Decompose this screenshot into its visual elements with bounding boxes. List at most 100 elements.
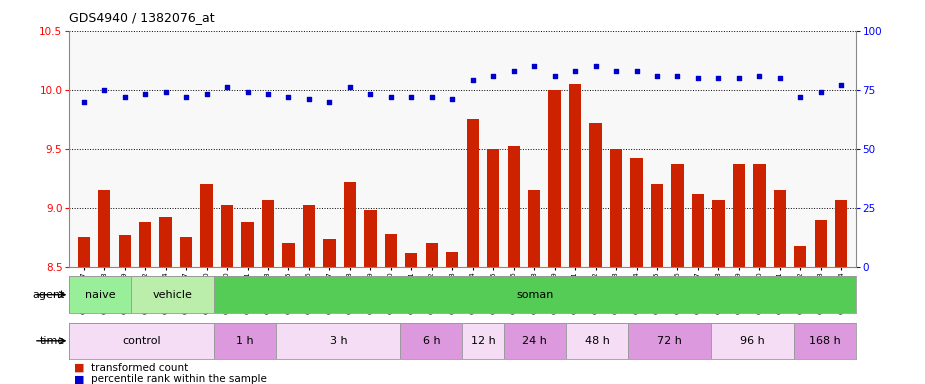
Bar <box>589 123 602 267</box>
Bar <box>241 222 253 267</box>
Point <box>588 63 603 69</box>
Bar <box>566 323 628 359</box>
Bar <box>385 234 397 267</box>
Point <box>506 68 521 74</box>
Bar <box>364 210 376 267</box>
Bar <box>446 252 459 267</box>
Point <box>302 96 316 102</box>
Bar <box>69 323 215 359</box>
Text: ■: ■ <box>74 363 84 373</box>
Bar <box>733 164 745 267</box>
Bar <box>795 246 807 267</box>
Bar <box>569 84 581 267</box>
Text: naive: naive <box>85 290 116 300</box>
Text: 24 h: 24 h <box>523 336 548 346</box>
Bar <box>672 164 684 267</box>
Bar <box>78 237 90 267</box>
Point <box>813 89 828 95</box>
Bar <box>631 158 643 267</box>
Point <box>158 89 173 95</box>
Text: time: time <box>40 336 65 346</box>
Bar <box>504 323 566 359</box>
Text: agent: agent <box>32 290 65 300</box>
Text: 1 h: 1 h <box>237 336 254 346</box>
Bar <box>221 205 233 267</box>
Bar <box>69 276 131 313</box>
Text: ■: ■ <box>74 374 84 384</box>
Point <box>465 77 480 83</box>
Bar <box>131 276 215 313</box>
Text: percentile rank within the sample: percentile rank within the sample <box>91 374 266 384</box>
Text: GDS4940 / 1382076_at: GDS4940 / 1382076_at <box>69 12 215 25</box>
Bar <box>180 237 192 267</box>
Point <box>732 75 746 81</box>
Bar <box>549 90 561 267</box>
Bar <box>815 220 827 267</box>
Bar <box>282 243 294 267</box>
Bar <box>277 323 401 359</box>
Point <box>793 94 808 100</box>
Point <box>384 94 399 100</box>
Bar <box>344 182 356 267</box>
Point <box>834 82 849 88</box>
Text: vehicle: vehicle <box>153 290 192 300</box>
Point <box>711 75 726 81</box>
Point <box>609 68 623 74</box>
Point <box>670 73 684 79</box>
Bar <box>159 217 172 267</box>
Point <box>199 91 214 98</box>
Bar <box>462 323 504 359</box>
Point <box>629 68 644 74</box>
Point <box>342 84 357 91</box>
Point <box>568 68 583 74</box>
Text: control: control <box>122 336 161 346</box>
Bar <box>692 194 704 267</box>
Bar <box>323 238 336 267</box>
Point <box>363 91 377 98</box>
Point <box>772 75 787 81</box>
Bar <box>753 164 766 267</box>
Point <box>138 91 153 98</box>
Text: 3 h: 3 h <box>329 336 347 346</box>
Text: soman: soman <box>516 290 553 300</box>
Bar <box>98 190 110 267</box>
Point <box>691 75 706 81</box>
Bar <box>794 323 856 359</box>
Bar <box>426 243 438 267</box>
Bar <box>466 119 479 267</box>
Point <box>281 94 296 100</box>
Bar <box>302 205 315 267</box>
Point <box>752 73 767 79</box>
Text: 12 h: 12 h <box>471 336 496 346</box>
Bar <box>710 323 794 359</box>
Bar <box>118 235 130 267</box>
Text: 6 h: 6 h <box>423 336 440 346</box>
Point <box>649 73 664 79</box>
Text: 168 h: 168 h <box>808 336 841 346</box>
Text: 72 h: 72 h <box>657 336 682 346</box>
Bar <box>401 323 462 359</box>
Point <box>404 94 419 100</box>
Point <box>97 87 112 93</box>
Text: 48 h: 48 h <box>585 336 610 346</box>
Point <box>548 73 562 79</box>
Point <box>322 98 337 104</box>
Point <box>425 94 439 100</box>
Bar <box>201 184 213 267</box>
Bar <box>487 149 500 267</box>
Text: transformed count: transformed count <box>91 363 188 373</box>
Bar <box>628 323 710 359</box>
Point <box>526 63 541 69</box>
Bar <box>835 200 847 267</box>
Bar <box>528 190 540 267</box>
Bar <box>610 149 623 267</box>
Bar <box>508 146 520 267</box>
Bar <box>712 200 724 267</box>
Bar <box>773 190 786 267</box>
Point <box>445 96 460 102</box>
Point <box>76 98 91 104</box>
Bar <box>215 276 856 313</box>
Point <box>261 91 276 98</box>
Bar <box>262 200 274 267</box>
Bar <box>651 184 663 267</box>
